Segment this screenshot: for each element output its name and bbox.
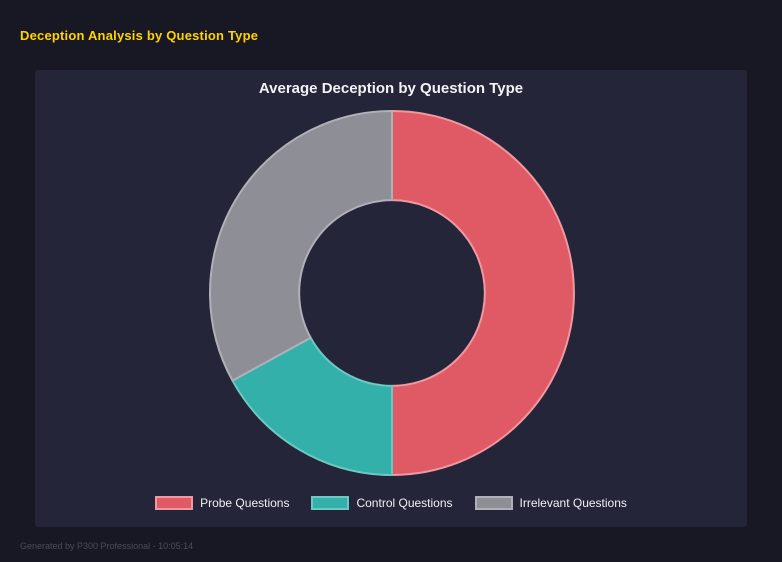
legend-swatch-icon: [474, 496, 513, 510]
footer-note: Generated by P300 Professional - 10:05:1…: [20, 541, 194, 551]
legend-item-3[interactable]: Irrelevant Questions: [474, 496, 627, 510]
legend-item-2[interactable]: Control Questions: [311, 496, 453, 510]
legend-item-1[interactable]: Probe Questions: [155, 496, 289, 510]
page-title: Deception Analysis by Question Type: [20, 28, 259, 43]
donut-segment-1[interactable]: [391, 110, 575, 476]
legend-label: Irrelevant Questions: [519, 496, 627, 510]
legend-label: Probe Questions: [200, 496, 290, 510]
donut-chart: [209, 110, 575, 476]
legend-swatch-icon: [311, 496, 350, 510]
donut-segment-3[interactable]: [209, 110, 393, 382]
legend-swatch-icon: [155, 496, 194, 510]
donut-chart-container: [200, 101, 584, 485]
chart-legend: Probe Questions Control Questions Irreleva…: [35, 496, 747, 510]
chart-title: Average Deception by Question Type: [258, 80, 524, 97]
donut-segment-2[interactable]: [231, 336, 393, 476]
legend-label: Control Questions: [356, 496, 453, 510]
chart-panel: Average Deception by Question Type Probe…: [35, 70, 747, 527]
